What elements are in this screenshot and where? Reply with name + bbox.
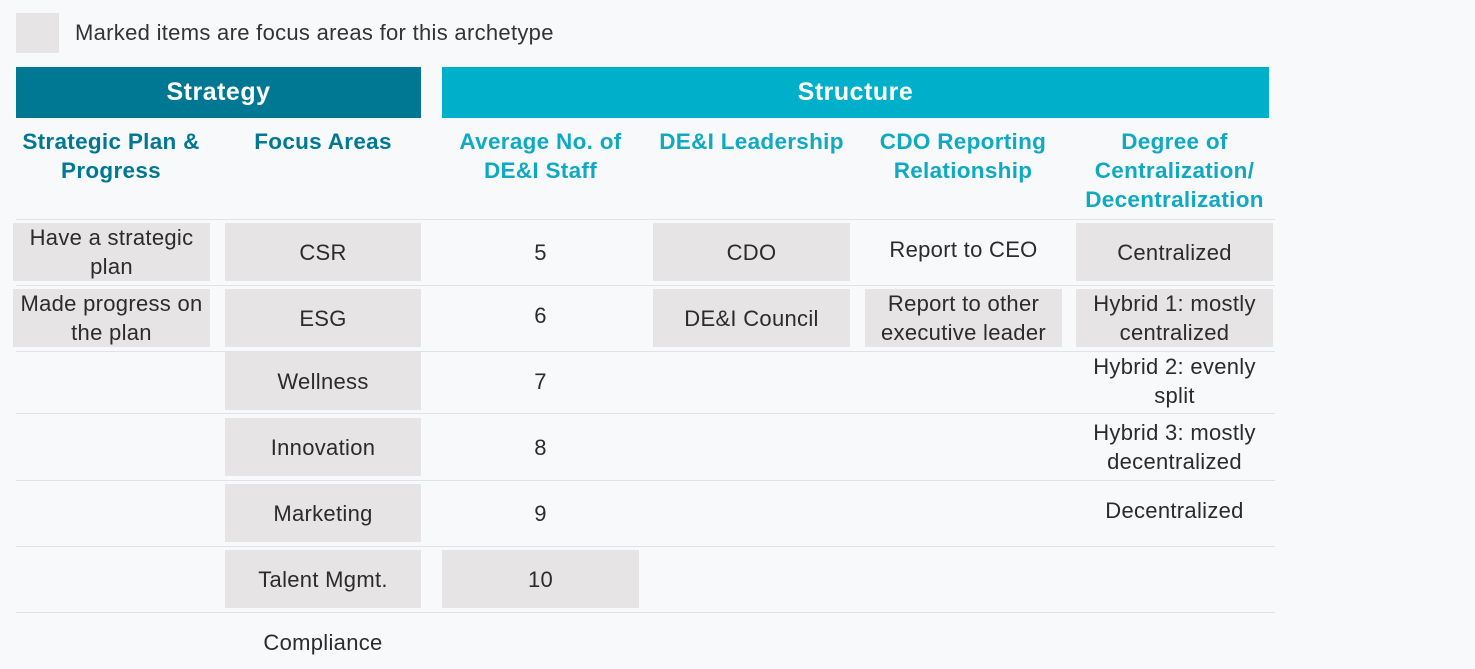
row-divider	[16, 413, 1275, 414]
cell-focus-area: Compliance	[263, 629, 383, 655]
row-divider	[16, 219, 1275, 220]
group-header-strategy: Strategy	[16, 67, 421, 118]
cell-cdo-reporting: Report to other executive leader	[865, 289, 1062, 347]
cell-centralization: Centralized	[1076, 223, 1273, 281]
row-divider	[16, 285, 1275, 286]
column-header-leadership: DE&I Leadership	[659, 129, 844, 154]
cell-focus-area: ESG	[225, 289, 421, 347]
cell-strategic-plan: Have a strategic plan	[13, 223, 210, 281]
column-header-centralization: Degree of Centralization/ Decentralizati…	[1085, 129, 1264, 212]
cell-cdo-reporting: Report to CEO	[889, 236, 1038, 262]
cell-focus-area: Marketing	[225, 484, 421, 542]
column-header-avg-staff: Average No. of DE&I Staff	[459, 129, 622, 183]
cell-centralization: Hybrid 1: mostly centralized	[1076, 289, 1273, 347]
row-divider	[16, 480, 1275, 481]
column-header-strategic-plan: Strategic Plan & Progress	[22, 129, 200, 183]
cell-centralization: Hybrid 3: mostly decentralized	[1093, 420, 1256, 474]
column-header-cdo-reporting: CDO Reporting Relationship	[879, 129, 1047, 183]
cell-focus-area: Talent Mgmt.	[225, 550, 421, 608]
cell-avg-staff: 6	[534, 302, 547, 328]
row-divider	[16, 612, 1275, 613]
cell-focus-area: Wellness	[225, 352, 421, 410]
cell-avg-staff: 5	[534, 239, 547, 265]
cell-focus-area: Innovation	[225, 418, 421, 476]
legend-swatch	[16, 13, 59, 53]
cell-avg-staff: 10	[442, 550, 639, 608]
row-divider	[16, 546, 1275, 547]
cell-focus-area: CSR	[225, 223, 421, 281]
legend-text: Marked items are focus areas for this ar…	[75, 20, 554, 45]
cell-avg-staff: 7	[534, 368, 547, 394]
column-header-focus-areas: Focus Areas	[254, 129, 392, 154]
cell-leadership: CDO	[653, 223, 850, 281]
cell-centralization: Hybrid 2: evenly split	[1093, 354, 1256, 408]
cell-avg-staff: 9	[534, 500, 547, 526]
cell-centralization: Decentralized	[1105, 497, 1244, 523]
group-header-structure: Structure	[442, 67, 1269, 118]
cell-leadership: DE&I Council	[653, 289, 850, 347]
cell-strategic-plan: Made progress on the plan	[13, 289, 210, 347]
cell-avg-staff: 8	[534, 434, 547, 460]
row-divider	[16, 351, 1275, 352]
